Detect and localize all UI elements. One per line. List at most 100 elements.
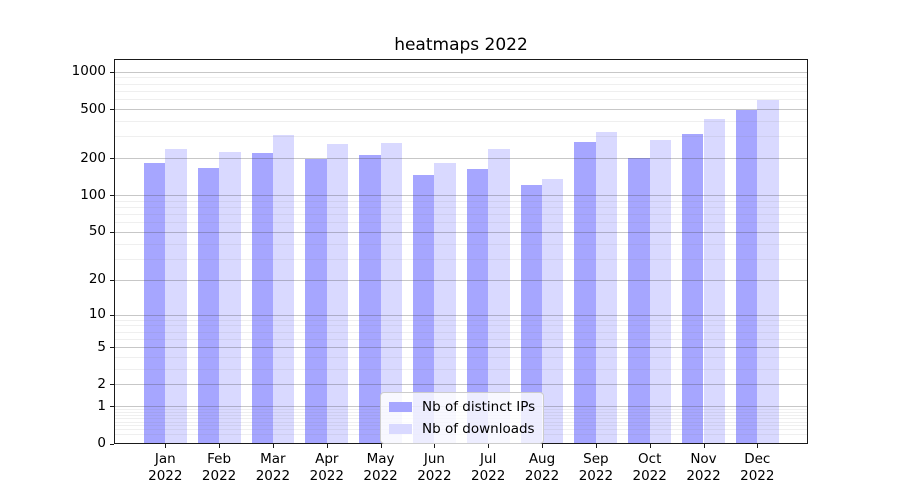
x-tick-label-jun: Jun 2022	[417, 451, 452, 484]
legend-swatch-distinct-ips	[389, 402, 412, 412]
bar-nb-of-distinct-ips-jun	[413, 174, 435, 444]
bar-nb-of-downloads-aug	[542, 179, 564, 444]
gridline-minor-70	[114, 214, 808, 216]
legend-swatch-downloads	[389, 424, 412, 434]
legend-label-distinct-ips: Nb of distinct IPs	[422, 399, 536, 415]
gridline-major-200	[114, 158, 808, 160]
gridline-major-500	[114, 109, 808, 110]
legend-item-downloads: Nb of downloads	[389, 421, 535, 437]
bar-nb-of-distinct-ips-mar	[251, 153, 273, 444]
y-tick-label-5: 5	[97, 338, 106, 355]
x-tick-mark-dec	[757, 444, 759, 448]
y-tick-mark-1000	[110, 71, 114, 73]
x-tick-label-aug: Aug 2022	[524, 451, 560, 484]
y-tick-mark-20	[110, 279, 114, 281]
y-tick-label-500: 500	[80, 100, 106, 117]
bar-nb-of-downloads-nov	[703, 118, 725, 444]
bar-nb-of-distinct-ips-nov	[682, 133, 704, 444]
gridline-major-1000	[114, 71, 808, 73]
x-tick-label-jul: Jul 2022	[471, 451, 506, 484]
x-tick-mark-jun	[434, 444, 436, 448]
x-tick-mark-feb	[219, 444, 221, 448]
gridline-minor-40	[114, 243, 808, 245]
gridline-minor-8	[114, 325, 808, 327]
legend-item-distinct-ips: Nb of distinct IPs	[389, 399, 535, 415]
gridline-minor-80	[114, 207, 808, 208]
y-tick-mark-5	[110, 347, 114, 349]
y-tick-mark-0	[110, 443, 114, 445]
y-tick-label-100: 100	[80, 186, 106, 203]
gridline-minor-7	[114, 331, 808, 333]
gridline-minor-30	[114, 258, 808, 260]
bar-nb-of-distinct-ips-oct	[628, 158, 650, 444]
gridline-major-50	[114, 231, 808, 233]
x-tick-mark-apr	[326, 444, 328, 448]
bar-nb-of-distinct-ips-feb	[197, 168, 220, 444]
gridline-minor-4	[114, 356, 808, 358]
x-tick-label-apr: Apr 2022	[309, 451, 344, 484]
y-tick-mark-2	[110, 384, 114, 386]
bar-nb-of-downloads-jul	[488, 149, 510, 444]
gridline-major-5	[114, 347, 808, 349]
y-tick-label-200: 200	[80, 149, 106, 166]
chart-title: heatmaps 2022	[394, 35, 528, 55]
x-tick-label-feb: Feb 2022	[201, 451, 237, 484]
x-tick-mark-nov	[703, 444, 705, 448]
bar-nb-of-distinct-ips-apr	[305, 159, 327, 444]
bar-nb-of-downloads-jun	[434, 163, 456, 444]
y-tick-mark-100	[110, 195, 114, 197]
gridline-minor-700	[114, 90, 808, 92]
x-tick-label-oct: Oct 2022	[632, 451, 667, 484]
gridline-minor-3	[114, 368, 808, 370]
y-tick-label-1: 1	[97, 397, 106, 414]
x-tick-mark-jul	[488, 444, 490, 448]
x-tick-label-sep: Sep 2022	[578, 451, 614, 484]
gridline-minor-9	[114, 319, 808, 321]
x-tick-label-may: May 2022	[363, 451, 398, 484]
x-tick-label-nov: Nov 2022	[686, 451, 721, 484]
bar-nb-of-downloads-sep	[595, 131, 618, 444]
y-tick-label-2: 2	[97, 375, 106, 392]
gridline-minor-800	[114, 83, 808, 85]
gridline-minor-400	[114, 121, 808, 122]
y-tick-label-0: 0	[97, 435, 106, 451]
x-tick-label-jan: Jan 2022	[148, 451, 183, 484]
x-tick-mark-aug	[542, 444, 543, 448]
bar-nb-of-downloads-oct	[649, 140, 672, 444]
bar-nb-of-distinct-ips-dec	[735, 109, 758, 444]
gridline-major-2	[114, 384, 808, 386]
y-tick-mark-1	[110, 406, 114, 408]
y-tick-mark-50	[110, 231, 114, 233]
gridline-minor-90	[114, 200, 808, 202]
gridline-minor-600	[114, 99, 808, 101]
y-tick-label-50: 50	[88, 223, 106, 240]
gridline-major-10	[114, 314, 808, 316]
x-tick-mark-jan	[165, 444, 167, 448]
bar-nb-of-downloads-dec	[757, 100, 779, 444]
y-tick-mark-200	[110, 158, 114, 160]
y-tick-label-10: 10	[88, 306, 106, 322]
legend-label-downloads: Nb of downloads	[422, 421, 535, 437]
x-tick-mark-mar	[272, 444, 274, 448]
gridline-minor-60	[114, 222, 808, 224]
bar-nb-of-distinct-ips-jan	[143, 163, 166, 444]
bar-nb-of-downloads-may	[380, 143, 402, 444]
bar-nb-of-distinct-ips-may	[359, 155, 381, 444]
x-tick-label-mar: Mar 2022	[255, 451, 291, 484]
x-tick-mark-sep	[595, 444, 597, 448]
x-tick-mark-may	[380, 444, 382, 448]
bar-nb-of-distinct-ips-aug	[520, 185, 543, 444]
x-tick-mark-oct	[649, 444, 651, 448]
y-tick-label-20: 20	[88, 271, 106, 288]
x-tick-label-dec: Dec 2022	[740, 451, 775, 484]
gridline-minor-900	[114, 77, 808, 79]
bar-nb-of-distinct-ips-sep	[574, 142, 596, 444]
y-tick-mark-10	[110, 314, 114, 316]
bar-nb-of-downloads-feb	[219, 151, 241, 444]
y-tick-mark-500	[110, 109, 114, 110]
gridline-minor-6	[114, 338, 808, 340]
bar-nb-of-downloads-apr	[326, 144, 349, 444]
legend: Nb of distinct IPs Nb of downloads	[380, 392, 545, 444]
gridline-minor-300	[114, 136, 808, 138]
